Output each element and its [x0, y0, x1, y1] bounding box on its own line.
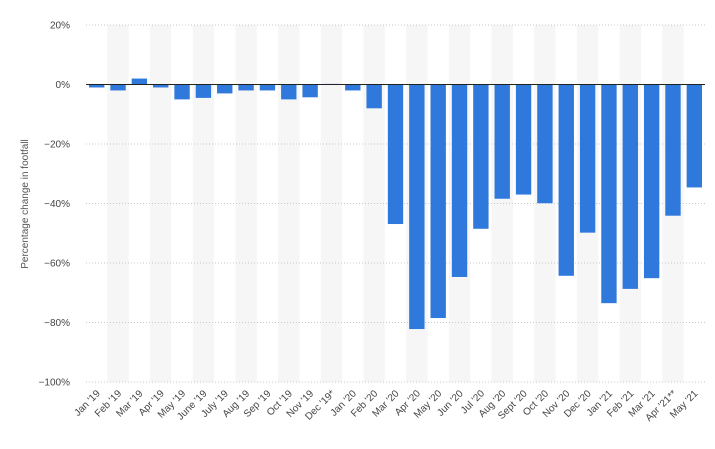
bar: [686, 84, 703, 188]
bar: [387, 84, 404, 225]
bar: [451, 84, 468, 277]
bar: [537, 84, 553, 204]
column-band: [278, 25, 300, 382]
bar: [409, 84, 425, 330]
y-tick-label: −20%: [44, 140, 70, 151]
column-band: [534, 25, 556, 382]
bars: [88, 78, 703, 330]
bar: [643, 84, 660, 279]
bar: [345, 84, 361, 91]
bar: [217, 84, 233, 94]
bar: [238, 84, 254, 91]
column-band: [320, 25, 343, 382]
bar: [110, 84, 126, 91]
column-band: [107, 25, 129, 382]
bar: [153, 84, 169, 88]
bar: [366, 84, 382, 109]
y-tick-label: −100%: [39, 378, 71, 389]
y-axis-title: Percentage change in footfall: [20, 139, 31, 269]
bar: [622, 84, 638, 289]
bar: [558, 84, 574, 276]
bar: [88, 84, 105, 88]
column-band: [235, 25, 257, 382]
bar: [473, 84, 489, 229]
column-band: [150, 25, 172, 382]
bar: [302, 84, 318, 98]
bar: [494, 84, 510, 199]
bar: [515, 84, 532, 195]
y-tick-label: −40%: [44, 199, 70, 210]
bar: [601, 84, 617, 304]
y-tick-label: 0%: [56, 80, 71, 91]
bar: [281, 84, 297, 100]
y-tick-label: 20%: [50, 21, 70, 32]
y-tick-label: −60%: [44, 259, 70, 270]
bar: [174, 84, 190, 100]
bar: [195, 84, 212, 98]
bar: [579, 84, 596, 233]
y-tick-label: −80%: [44, 318, 70, 329]
bar: [259, 84, 276, 91]
y-axis-ticks: 20% 0% −20% −40% −60% −80% −100%: [39, 21, 71, 389]
bar: [665, 84, 681, 216]
bar: [430, 84, 446, 319]
bar: [131, 78, 148, 85]
